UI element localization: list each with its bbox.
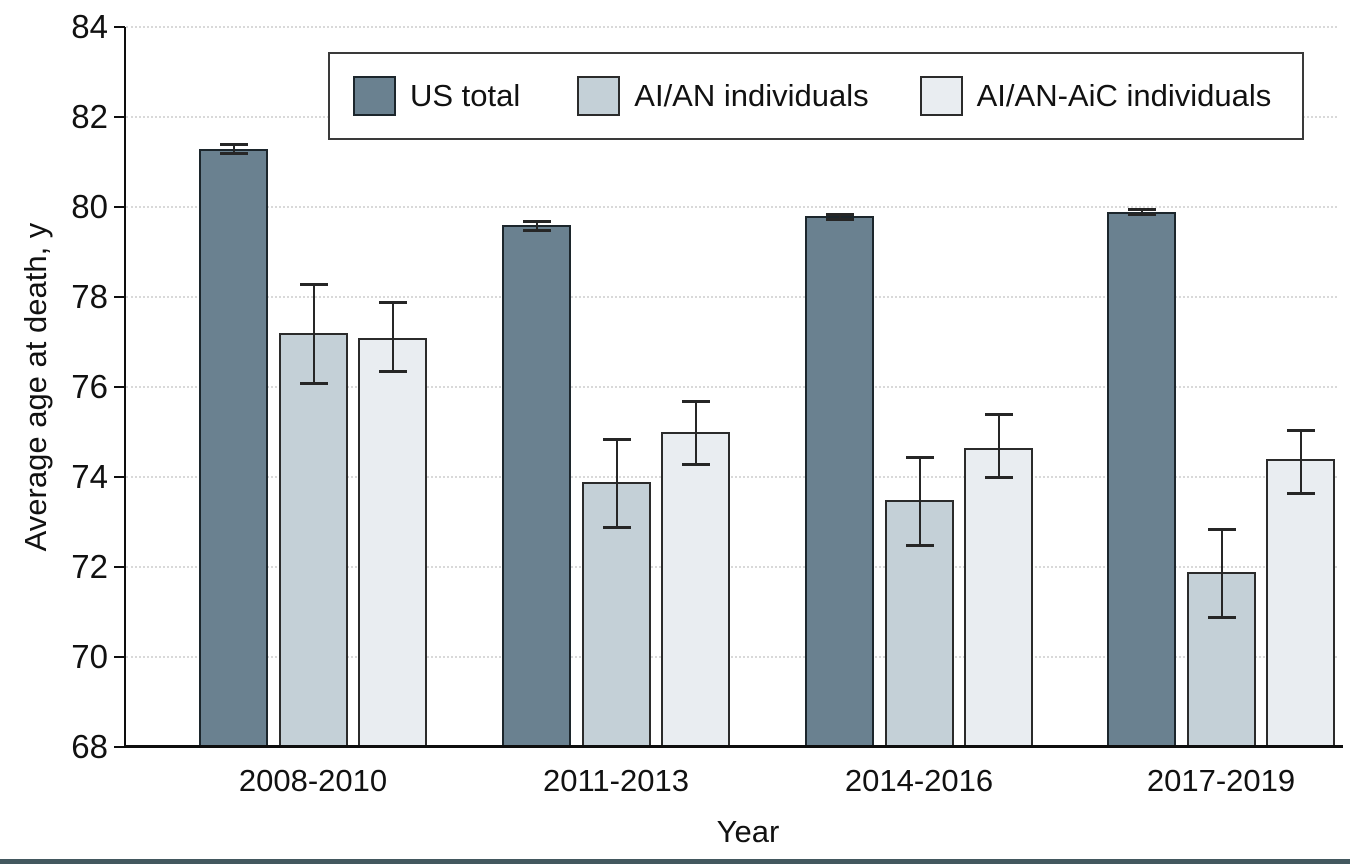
- error-bar-cap-top: [905, 455, 934, 459]
- error-bar-line: [391, 301, 394, 372]
- y-tick-label-74: 74: [71, 458, 108, 495]
- error-bar-line: [838, 213, 841, 220]
- legend-swatch-us-total: [353, 76, 396, 116]
- y-tick-label-76: 76: [71, 368, 108, 405]
- bar-us-total-2014-2016: [805, 216, 874, 747]
- error-bar-line: [997, 414, 1000, 477]
- error-bar-cap-bottom: [522, 228, 551, 232]
- error-bar-cap-bottom: [905, 543, 934, 547]
- bar-ai-an-individuals-2011-2013: [582, 481, 651, 747]
- y-tick-mark-68: [114, 746, 125, 748]
- y-tick-label-70: 70: [71, 638, 108, 675]
- y-tick-mark-72: [114, 566, 125, 568]
- legend: US total AI/AN individuals AI/AN-AiC ind…: [328, 52, 1304, 140]
- bar-us-total-2008-2010: [199, 148, 268, 747]
- error-bar-cap-top: [378, 300, 407, 304]
- bar-ai-an-aic-individuals-2014-2016: [964, 447, 1033, 747]
- gridline-74: [126, 476, 1337, 478]
- error-bar-cap-top: [1127, 208, 1156, 212]
- legend-label-us-total: US total: [410, 78, 521, 113]
- gridline-72: [126, 566, 1337, 568]
- y-tick-mark-80: [114, 206, 125, 208]
- error-bar-cap-bottom: [681, 462, 710, 466]
- error-bar-line: [232, 144, 235, 153]
- gridline-70: [126, 656, 1337, 658]
- figure-bottom-border: [0, 859, 1350, 864]
- x-axis-title: Year: [716, 814, 780, 849]
- error-bar-cap-bottom: [1207, 615, 1236, 619]
- x-tick-label-2008-2010: 2008-2010: [238, 763, 388, 798]
- gridline-80: [126, 206, 1337, 208]
- error-bar-cap-top: [522, 219, 551, 223]
- bar-ai-an-individuals-2008-2010: [279, 333, 348, 747]
- x-axis-line: [124, 745, 1343, 748]
- x-tick-label-2017-2019: 2017-2019: [1146, 763, 1296, 798]
- gridline-76: [126, 386, 1337, 388]
- y-tick-label-72: 72: [71, 548, 108, 585]
- y-tick-label-68: 68: [71, 728, 108, 765]
- x-tick-label-2011-2013: 2011-2013: [543, 763, 689, 798]
- error-bar-line: [535, 220, 538, 230]
- x-tick-label-2014-2016: 2014-2016: [844, 763, 994, 798]
- error-bar-line: [694, 400, 697, 464]
- bar-ai-an-aic-individuals-2011-2013: [661, 432, 730, 747]
- error-bar-line: [1220, 528, 1223, 617]
- error-bar-line: [918, 456, 921, 545]
- y-tick-mark-76: [114, 386, 125, 388]
- error-bar-cap-top: [1286, 428, 1315, 432]
- error-bar-cap-bottom: [1127, 212, 1156, 216]
- legend-swatch-ai-an-aic: [919, 76, 963, 116]
- error-bar-cap-bottom: [984, 476, 1013, 479]
- error-bar-cap-bottom: [378, 370, 407, 374]
- error-bar-cap-top: [681, 399, 710, 403]
- legend-label-ai-an-aic: AI/AN-AiC individuals: [976, 78, 1272, 113]
- legend-item-us-total: US total: [353, 76, 520, 116]
- legend-item-ai-an-aic: AI/AN-AiC individuals: [919, 76, 1272, 116]
- y-tick-mark-82: [114, 116, 125, 118]
- error-bar-cap-top: [825, 212, 854, 216]
- y-axis-line: [124, 27, 126, 747]
- error-bar-cap-bottom: [1286, 491, 1315, 495]
- legend-item-ai-an: AI/AN individuals: [577, 76, 869, 116]
- bar-us-total-2017-2019: [1107, 211, 1176, 747]
- y-tick-mark-78: [114, 296, 125, 298]
- gridline-84: [126, 26, 1337, 28]
- bar-ai-an-aic-individuals-2017-2019: [1266, 459, 1335, 747]
- legend-swatch-ai-an: [577, 76, 621, 116]
- y-tick-mark-70: [114, 656, 125, 658]
- bar-ai-an-aic-individuals-2008-2010: [358, 337, 427, 747]
- error-bar-cap-top: [984, 413, 1013, 416]
- y-tick-label-78: 78: [71, 278, 108, 315]
- error-bar-cap-bottom: [825, 218, 854, 222]
- y-tick-label-80: 80: [71, 188, 108, 225]
- y-tick-mark-74: [114, 476, 125, 478]
- error-bar-line: [1299, 429, 1302, 493]
- error-bar-line: [312, 283, 315, 383]
- y-tick-label-84: 84: [71, 8, 108, 45]
- error-bar-line: [1140, 209, 1143, 214]
- y-tick-mark-84: [114, 26, 125, 28]
- error-bar-cap-top: [1207, 527, 1236, 531]
- error-bar-cap-bottom: [602, 525, 631, 529]
- bar-us-total-2011-2013: [502, 225, 571, 747]
- error-bar-cap-bottom: [299, 381, 328, 385]
- legend-label-ai-an: AI/AN individuals: [634, 78, 869, 113]
- gridline-78: [126, 296, 1337, 298]
- error-bar-line: [615, 438, 618, 527]
- y-tick-label-82: 82: [71, 98, 108, 135]
- error-bar-cap-bottom: [219, 152, 248, 155]
- error-bar-cap-top: [299, 282, 328, 286]
- error-bar-cap-top: [219, 143, 248, 146]
- error-bar-cap-top: [602, 437, 631, 441]
